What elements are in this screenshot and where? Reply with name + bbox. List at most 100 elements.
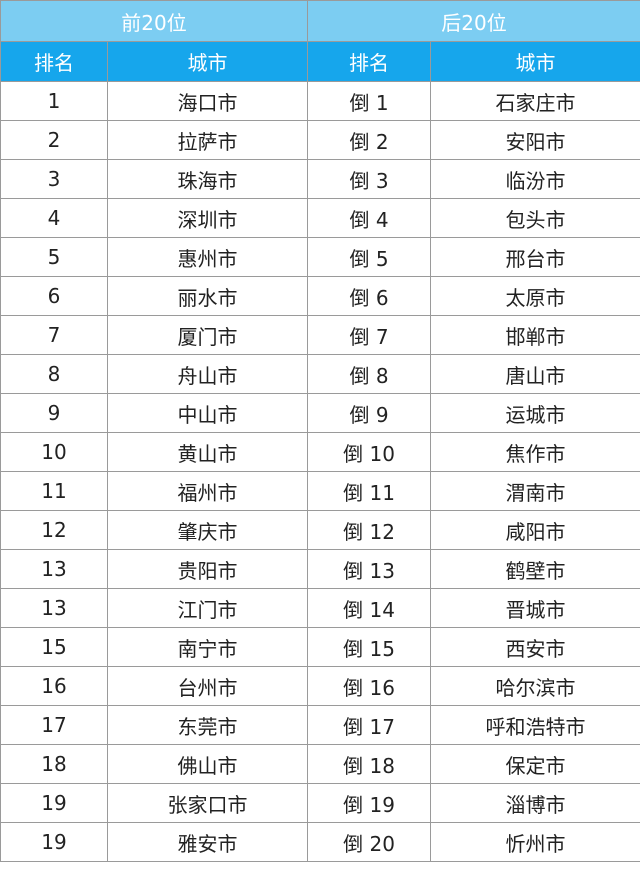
table-row: 13 江门市倒 14 晋城市 [0,588,640,628]
rank-cell: 倒 13 [307,549,432,589]
table-row: 13 贵阳市倒 13 鹤壁市 [0,549,640,589]
rank-cell: 倒 10 [307,432,432,472]
city-cell: 厦门市 [106,315,309,355]
city-cell: 海口市 [106,81,309,121]
rank-cell: 倒 7 [307,315,432,355]
table-row: 9 中山市倒 9 运城市 [0,393,640,433]
rank-cell: 倒 8 [307,354,432,394]
rank-cell: 15 [0,627,108,667]
city-cell: 台州市 [106,666,309,706]
city-cell: 鹤壁市 [430,549,640,589]
column-header: 排名 [307,41,432,82]
rank-cell: 7 [0,315,108,355]
rank-cell: 倒 17 [307,705,432,745]
city-cell: 焦作市 [430,432,640,472]
rank-cell: 8 [0,354,108,394]
table-row: 2 拉萨市倒 2 安阳市 [0,120,640,160]
rank-cell: 倒 6 [307,276,432,316]
rank-cell: 倒 11 [307,471,432,511]
rank-cell: 倒 14 [307,588,432,628]
rank-cell: 13 [0,588,108,628]
city-cell: 丽水市 [106,276,309,316]
city-cell: 肇庆市 [106,510,309,550]
table-row: 11 福州市倒 11 渭南市 [0,471,640,511]
city-cell: 包头市 [430,198,640,238]
city-cell: 深圳市 [106,198,309,238]
table-row: 19 张家口市倒 19 淄博市 [0,783,640,823]
rank-cell: 倒 4 [307,198,432,238]
city-cell: 福州市 [106,471,309,511]
group-header: 前20位 [0,0,309,42]
city-cell: 淄博市 [430,783,640,823]
rank-cell: 2 [0,120,108,160]
city-cell: 太原市 [430,276,640,316]
city-cell: 拉萨市 [106,120,309,160]
city-cell: 唐山市 [430,354,640,394]
group-header: 后20位 [307,0,640,42]
rank-cell: 倒 15 [307,627,432,667]
rank-cell: 倒 16 [307,666,432,706]
city-cell: 哈尔滨市 [430,666,640,706]
city-cell: 佛山市 [106,744,309,784]
city-cell: 忻州市 [430,822,640,862]
rank-cell: 倒 19 [307,783,432,823]
table-row: 8 舟山市倒 8 唐山市 [0,354,640,394]
column-header: 排名 [0,41,108,82]
city-cell: 运城市 [430,393,640,433]
city-cell: 安阳市 [430,120,640,160]
city-cell: 保定市 [430,744,640,784]
column-header-row: 排名 城市 排名 城市 [0,41,640,82]
rank-cell: 17 [0,705,108,745]
city-cell: 南宁市 [106,627,309,667]
rank-cell: 9 [0,393,108,433]
table-row: 10 黄山市倒 10 焦作市 [0,432,640,472]
rank-cell: 19 [0,822,108,862]
rank-cell: 3 [0,159,108,199]
rank-cell: 倒 5 [307,237,432,277]
column-header: 城市 [106,41,309,82]
column-header: 城市 [430,41,640,82]
city-cell: 珠海市 [106,159,309,199]
rank-cell: 16 [0,666,108,706]
rank-cell: 19 [0,783,108,823]
city-cell: 舟山市 [106,354,309,394]
city-cell: 惠州市 [106,237,309,277]
table-row: 17 东莞市倒 17 呼和浩特市 [0,705,640,745]
rank-cell: 18 [0,744,108,784]
rank-cell: 11 [0,471,108,511]
table-row: 3 珠海市倒 3 临汾市 [0,159,640,199]
city-cell: 张家口市 [106,783,309,823]
city-cell: 渭南市 [430,471,640,511]
city-cell: 临汾市 [430,159,640,199]
rank-cell: 倒 20 [307,822,432,862]
city-cell: 西安市 [430,627,640,667]
rank-cell: 倒 18 [307,744,432,784]
table-row: 16 台州市倒 16 哈尔滨市 [0,666,640,706]
table-row: 5 惠州市倒 5 邢台市 [0,237,640,277]
rank-cell: 倒 9 [307,393,432,433]
city-cell: 雅安市 [106,822,309,862]
city-cell: 晋城市 [430,588,640,628]
city-cell: 江门市 [106,588,309,628]
city-cell: 东莞市 [106,705,309,745]
table-row: 6 丽水市倒 6 太原市 [0,276,640,316]
city-cell: 邯郸市 [430,315,640,355]
group-header-row: 前20位 后20位 [0,0,640,42]
table-row: 19 雅安市倒 20 忻州市 [0,822,640,862]
table-row: 1 海口市倒 1 石家庄市 [0,81,640,121]
rank-cell: 10 [0,432,108,472]
rank-cell: 1 [0,81,108,121]
rank-cell: 13 [0,549,108,589]
rank-cell: 4 [0,198,108,238]
rank-cell: 12 [0,510,108,550]
table-row: 15 南宁市倒 15 西安市 [0,627,640,667]
city-cell: 黄山市 [106,432,309,472]
rank-cell: 倒 12 [307,510,432,550]
table-row: 18 佛山市倒 18 保定市 [0,744,640,784]
rank-cell: 6 [0,276,108,316]
city-cell: 呼和浩特市 [430,705,640,745]
rank-cell: 倒 1 [307,81,432,121]
rank-cell: 倒 2 [307,120,432,160]
